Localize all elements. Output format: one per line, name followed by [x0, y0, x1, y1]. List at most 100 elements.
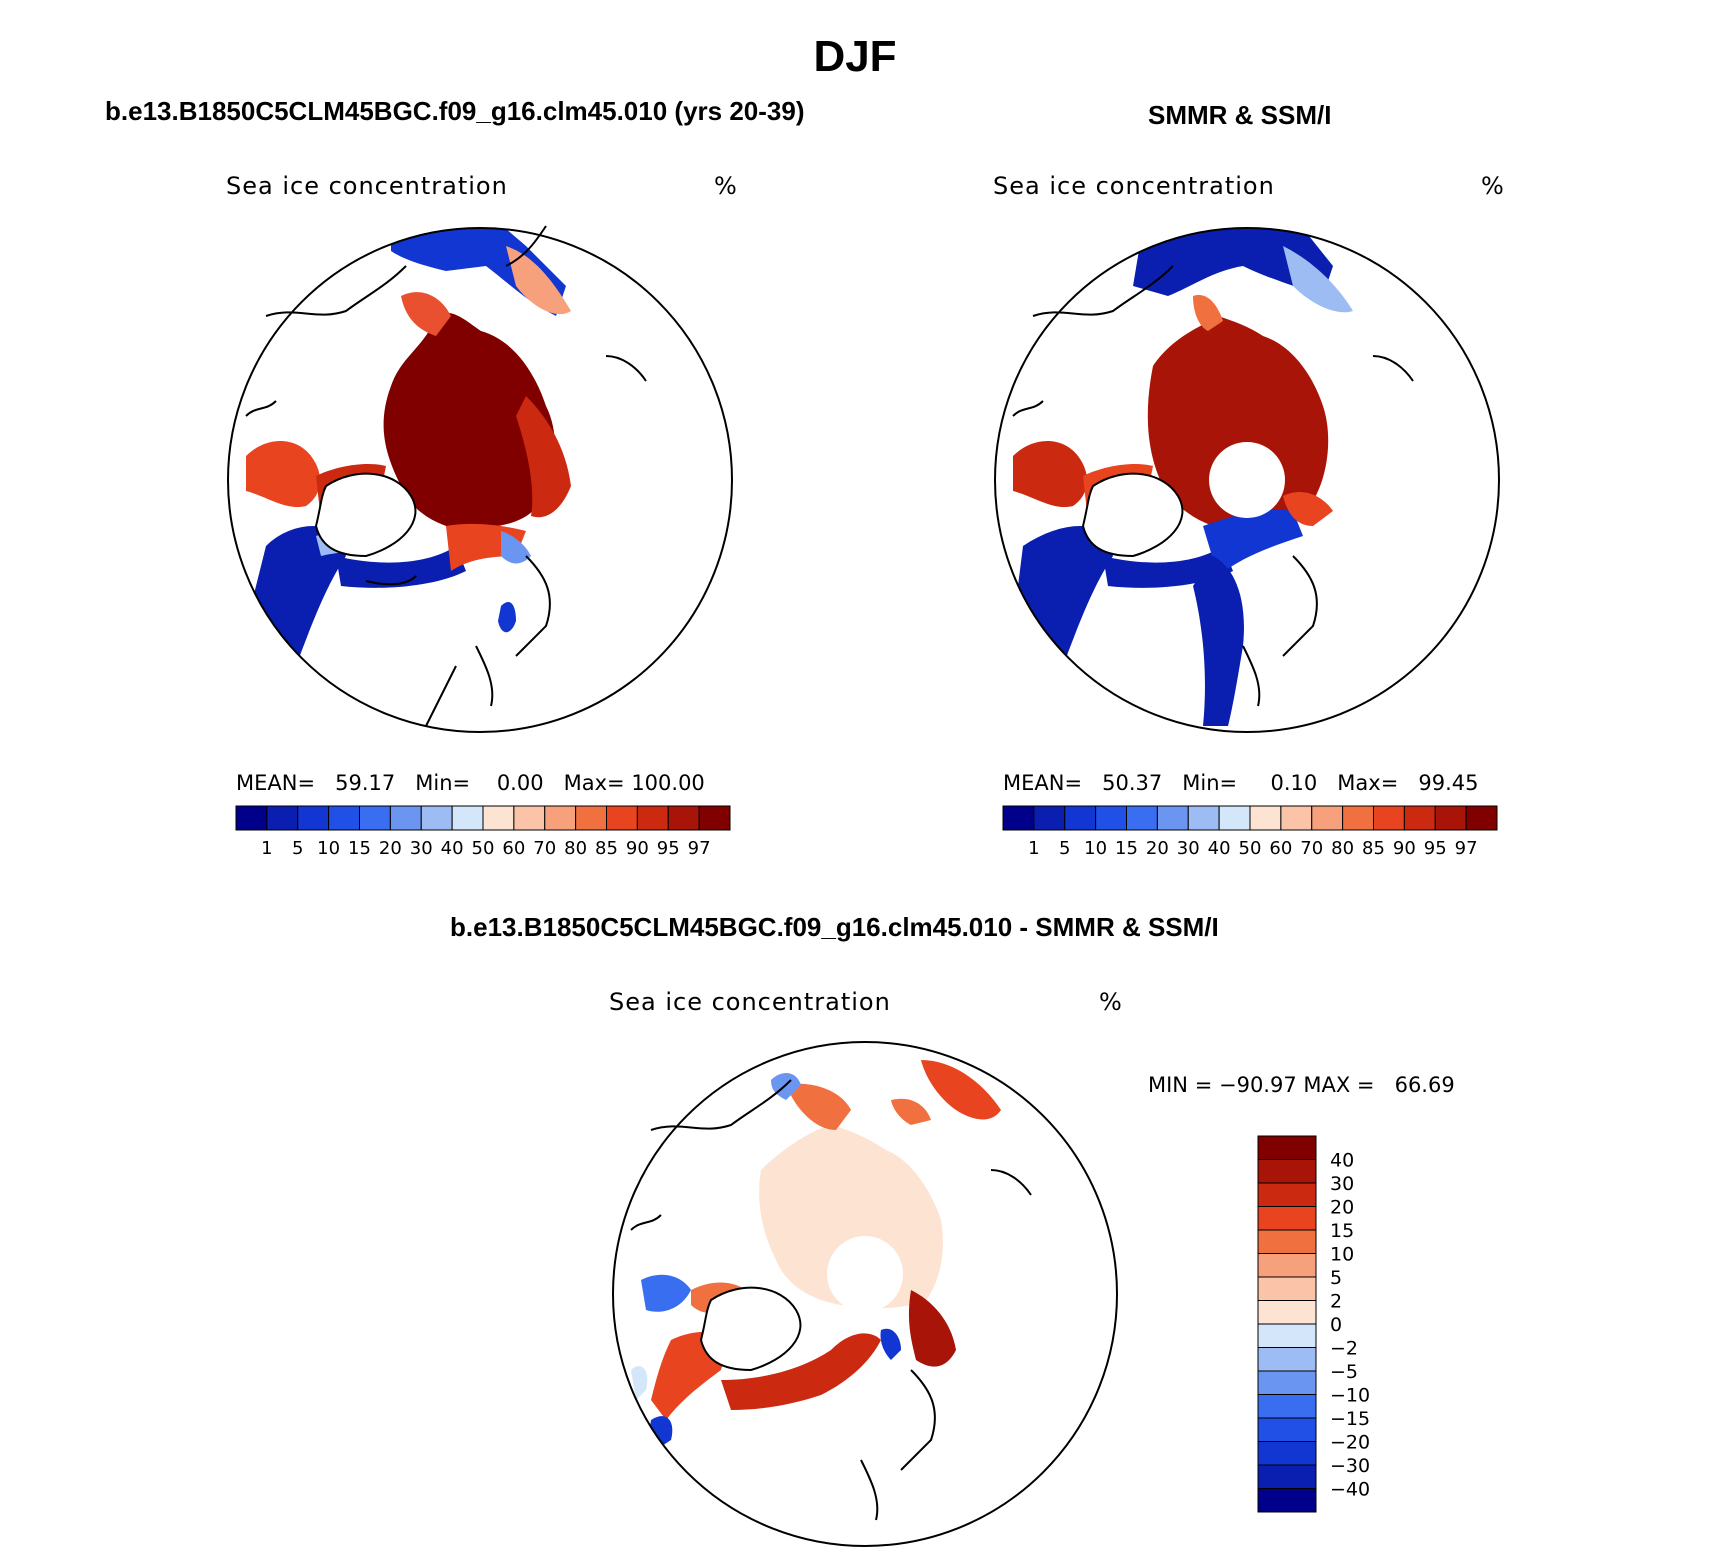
- panel-1-colorbar-swatch: [235, 805, 268, 831]
- panel-1-colorbar-swatch: [606, 805, 638, 831]
- panel-1-colorbar-tick-label: 50: [472, 838, 495, 859]
- panel-1-colorbar-swatch: [451, 805, 484, 831]
- panel-1-colorbar-swatch: [328, 805, 360, 831]
- diff-stats: MIN = −90.97 MAX = 66.69: [1148, 1073, 1455, 1097]
- panel-2-colorbar-tick-label: 5: [1059, 838, 1070, 859]
- diff-colorbar-tick-label: −20: [1330, 1432, 1370, 1454]
- panel-2-colorbar-tick-label: 40: [1208, 838, 1231, 859]
- panel-1-mean: 59.17: [335, 771, 396, 795]
- panel-1-colorbar-swatch: [389, 805, 422, 831]
- panel-1-stats: MEAN= 59.17 Min= 0.00 Max= 100.00: [236, 771, 705, 795]
- diff-colorbar-swatch: [1257, 1394, 1317, 1419]
- panel-1-colorbar-swatch: [636, 805, 669, 831]
- panel-2-colorbar-tick-label: 10: [1084, 838, 1107, 859]
- panel-1-min-label: Min=: [415, 771, 471, 795]
- panel-2-colorbar-tick-label: 85: [1362, 838, 1385, 859]
- panel-2-colorbar-swatch: [1280, 805, 1313, 831]
- panel-1-colorbar-tick-label: 70: [533, 838, 556, 859]
- panel-1-colorbar-swatch: [544, 805, 577, 831]
- panel-2-stats: MEAN= 50.37 Min= 0.10 Max= 99.45: [1003, 771, 1478, 795]
- diff-colorbar-swatch: [1257, 1229, 1317, 1254]
- panel-2-min: 0.10: [1270, 771, 1318, 795]
- panel-2-colorbar-swatch: [1465, 805, 1498, 831]
- diff-colorbar-swatch: [1257, 1159, 1317, 1184]
- diff-colorbar-tick-label: 2: [1330, 1291, 1342, 1313]
- panel-1-colorbar-swatch: [575, 805, 607, 831]
- panel-1-variable: Sea ice concentration: [226, 172, 508, 200]
- panel-1-units: %: [714, 172, 738, 200]
- diff-colorbar-swatch: [1257, 1347, 1317, 1372]
- panel-1-colorbar-tick-label: 1: [261, 838, 272, 859]
- diff-colorbar-tick-label: −2: [1330, 1338, 1358, 1360]
- diff-heading: b.e13.B1850C5CLM45BGC.f09_g16.clm45.010 …: [450, 912, 1219, 942]
- diff-variable: Sea ice concentration: [609, 988, 891, 1016]
- panel-2-colorbar-tick-label: 95: [1424, 838, 1447, 859]
- panel-1-colorbar-tick-label: 95: [657, 838, 680, 859]
- panel-2-variable: Sea ice concentration: [993, 172, 1275, 200]
- panel-1-central-ice: [383, 312, 556, 531]
- panel-2-colorbar-tick-label: 70: [1300, 838, 1323, 859]
- diff-colorbar-tick-label: 5: [1330, 1267, 1342, 1289]
- panel-1-colorbar-swatch: [420, 805, 453, 831]
- panel-2-mean-label: MEAN=: [1003, 771, 1083, 795]
- panel-1-min: 0.00: [496, 771, 544, 795]
- panel-1-colorbar-swatch: [482, 805, 515, 831]
- diff-colorbar-tick-label: 40: [1330, 1150, 1354, 1172]
- panel-2-colorbar-tick-label: 80: [1331, 838, 1354, 859]
- panel-2-mean: 50.37: [1102, 771, 1163, 795]
- panel-2-colorbar-swatch: [1311, 805, 1344, 831]
- panel-2-colorbar: 1 5 10 15 20 30 40 50 60 70 80 85 90 95 97: [1002, 805, 1498, 859]
- panel-2-units: %: [1481, 172, 1505, 200]
- diff-colorbar-tick-label: 30: [1330, 1173, 1354, 1195]
- diff-min-label: MIN =: [1148, 1073, 1213, 1097]
- panel-2-colorbar-tick-label: 60: [1269, 838, 1292, 859]
- panel-2-colorbar-swatch: [1002, 805, 1035, 831]
- panel-1-colorbar-swatch: [513, 805, 546, 831]
- diff-colorbar-swatch: [1257, 1253, 1317, 1278]
- panel-1-colorbar-swatch: [667, 805, 700, 831]
- panel-1-colorbar-tick-label: 5: [292, 838, 303, 859]
- panel-1-colorbar-tick-label: 97: [688, 838, 711, 859]
- panel-1-colorbar-swatch: [359, 805, 391, 831]
- panel-2-colorbar-swatch: [1126, 805, 1158, 831]
- diff-colorbar-swatch: [1257, 1417, 1317, 1442]
- diff-colorbar-tick-label: −40: [1330, 1479, 1370, 1501]
- panel-1-map: [227, 225, 733, 733]
- panel-2-colorbar-swatch: [1156, 805, 1189, 831]
- diff-colorbar-swatch: [1257, 1370, 1317, 1395]
- panel-2-colorbar-tick-label: 20: [1146, 838, 1169, 859]
- diff-units: %: [1099, 988, 1123, 1016]
- panel-2-max: 99.45: [1418, 771, 1479, 795]
- diff-colorbar-tick-label: 10: [1330, 1244, 1354, 1266]
- panel-2-colorbar-swatch: [1064, 805, 1097, 831]
- panel-2-colorbar-swatch: [1033, 805, 1066, 831]
- panel-2-colorbar-swatch: [1403, 805, 1436, 831]
- panel-1-colorbar: 1 5 10 15 20 30 40 50 60 70 80 85 90 95 97: [235, 805, 731, 859]
- diff-colorbar-swatch: [1257, 1182, 1317, 1207]
- diff-colorbar-tick-label: −15: [1330, 1408, 1370, 1430]
- panel-2-min-label: Min=: [1182, 771, 1238, 795]
- panel-2-colorbar-swatch: [1218, 805, 1251, 831]
- panel-2-colorbar-swatch: [1434, 805, 1467, 831]
- diff-colorbar-tick-label: −5: [1330, 1361, 1358, 1383]
- panel-2-colorbar-tick-label: 97: [1455, 838, 1478, 859]
- page-title: DJF: [813, 32, 897, 81]
- diff-colorbar-swatch: [1257, 1464, 1317, 1489]
- diff-colorbar-swatch: [1257, 1300, 1317, 1325]
- panel-1-colorbar-tick-label: 10: [317, 838, 340, 859]
- panel-1-colorbar-tick-label: 15: [348, 838, 371, 859]
- panel-1-colorbar-tick-label: 90: [626, 838, 649, 859]
- panel-2-colorbar-swatch: [1342, 805, 1374, 831]
- panel-2-max-label: Max=: [1337, 771, 1399, 795]
- diff-colorbar-swatch: [1257, 1276, 1317, 1301]
- panel-2-colorbar-tick-label: 50: [1239, 838, 1262, 859]
- panel-2-colorbar-tick-label: 90: [1393, 838, 1416, 859]
- panel-1-colorbar-tick-label: 85: [595, 838, 618, 859]
- panel-2-colorbar-swatch: [1187, 805, 1220, 831]
- diff-colorbar-swatch: [1257, 1323, 1317, 1348]
- diff-colorbar-swatch: [1257, 1488, 1317, 1513]
- panel-2-colorbar-tick-label: 1: [1028, 838, 1039, 859]
- panel-1-colorbar-swatch: [297, 805, 330, 831]
- panel-1-colorbar-tick-label: 20: [379, 838, 402, 859]
